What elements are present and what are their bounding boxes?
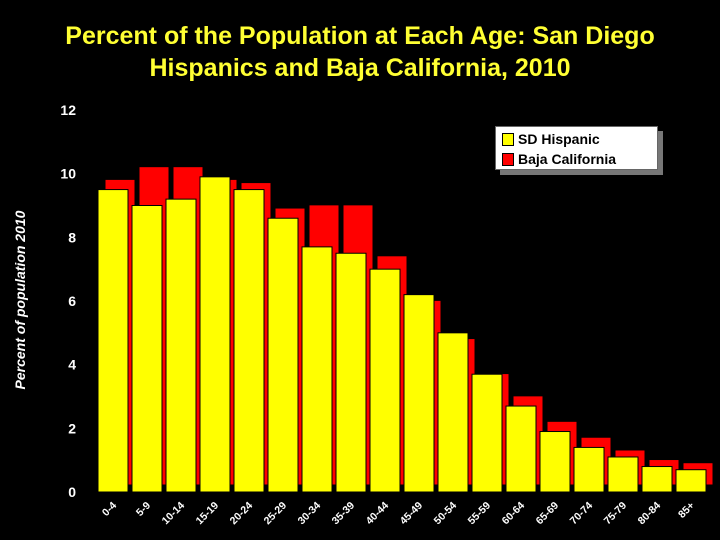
x-tick-label: 0-4 [100,500,119,519]
legend-swatch-sd-hispanic [502,132,514,146]
bar-sd-hispanic-60-64 [505,405,537,493]
y-tick-label: 6 [68,293,76,309]
x-tick-label: 85+ [676,500,697,521]
x-tick-label: 55-59 [466,500,494,528]
bar-sd-hispanic-35-39 [335,252,367,493]
bar-sd-hispanic-10-14 [165,198,197,493]
chart-title-line-1: Percent of the Population at Each Age: S… [65,22,655,50]
bar-sd-hispanic-15-19 [199,176,231,493]
bar-sd-hispanic-0-4 [97,189,129,493]
bar-sd-hispanic-40-44 [369,268,401,493]
x-tick-label: 65-69 [534,500,562,528]
bar-sd-hispanic-20-24 [233,189,265,493]
x-axis-ticks: 0-4 5-9 10-14 15-19 20-24 25-29 30-34 35-39 40-4… [100,500,697,528]
y-tick-label: 8 [68,229,76,245]
legend-item-sd-hispanic: SD Hispanic [502,129,651,149]
y-tick-label: 0 [68,484,76,500]
x-tick-label: 30-34 [296,500,324,528]
x-tick-label: 35-39 [330,500,358,528]
legend-swatch-baja-california [502,152,514,166]
bar-sd-hispanic-55-59 [471,373,503,493]
y-tick-label: 12 [60,102,76,118]
x-tick-label: 20-24 [228,500,256,528]
x-tick-label: 80-84 [636,500,664,528]
legend-label-baja-california: Baja California [518,151,617,167]
x-tick-label: 60-64 [500,500,528,528]
y-tick-label: 4 [68,357,76,373]
x-tick-label: 75-79 [602,500,630,528]
legend: SD Hispanic Baja California [495,126,658,170]
x-tick-label: 45-49 [398,500,426,528]
y-axis-label: Percent of population 2010 [12,210,28,389]
bar-sd-hispanic-75-79 [607,456,639,493]
bar-sd-hispanic-5-9 [131,205,163,493]
x-tick-label: 70-74 [568,500,596,528]
legend-item-baja-california: Baja California [502,149,651,169]
y-tick-label: 10 [60,166,76,182]
bar-sd-hispanic-30-34 [301,246,333,493]
chart-title-line-2: Hispanics and Baja California, 2010 [149,54,571,82]
bar-sd-hispanic-80-84 [641,466,673,493]
bar-sd-hispanic-85+ [675,469,707,493]
y-axis-ticks: 0 2 4 6 8 10 12 [60,102,76,500]
x-tick-label: 15-19 [194,500,222,528]
bar-sd-hispanic-25-29 [267,217,299,493]
legend-label-sd-hispanic: SD Hispanic [518,131,600,147]
x-tick-label: 50-54 [432,500,460,528]
bar-sd-hispanic-65-69 [539,431,571,493]
bar-sd-hispanic-45-49 [403,294,435,493]
x-tick-label: 5-9 [134,500,153,519]
x-tick-label: 25-29 [262,500,290,528]
x-tick-label: 40-44 [364,500,392,528]
bar-sd-hispanic-50-54 [437,332,469,493]
chart-title: Percent of the Population at Each Age: S… [0,20,720,84]
y-tick-label: 2 [68,420,76,436]
x-tick-label: 10-14 [160,500,188,528]
sd-hispanic-bars [97,176,707,493]
bar-sd-hispanic-70-74 [573,446,605,493]
